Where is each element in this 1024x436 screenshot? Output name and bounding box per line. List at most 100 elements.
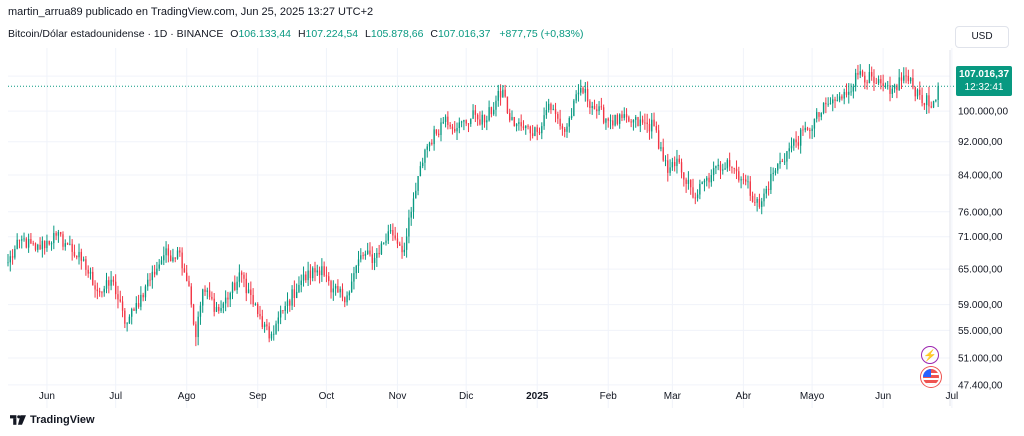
x-tick-label: Oct <box>319 391 335 402</box>
y-tick-label: 65.000,00 <box>958 265 1003 276</box>
x-tick-label: Mayo <box>800 391 825 402</box>
candle-body <box>46 240 48 249</box>
candle-body <box>522 126 525 129</box>
candle-body <box>383 242 385 244</box>
candle-body <box>930 106 932 108</box>
candle-body <box>900 77 903 81</box>
candle-body <box>14 248 16 258</box>
candle-body <box>435 129 438 134</box>
candle-body <box>192 304 195 325</box>
candle-body <box>738 171 740 181</box>
candle-body <box>408 217 410 237</box>
candle-body <box>254 303 257 305</box>
candle-body <box>85 259 87 270</box>
candle-body <box>774 170 777 173</box>
candle-body <box>119 299 121 302</box>
chart-grid <box>8 48 953 408</box>
candle-body <box>69 243 71 245</box>
candle-body <box>229 292 231 300</box>
candle-body <box>859 71 861 75</box>
candle-body <box>325 275 328 277</box>
candle-body <box>882 83 884 86</box>
candle-body <box>21 239 23 241</box>
candle-body <box>742 179 745 181</box>
us-flag-icon[interactable] <box>921 367 941 387</box>
candle-body <box>816 112 818 119</box>
symbol-title[interactable]: Bitcoin/Dólar estadounidense · 1D · BINA… <box>8 28 224 40</box>
candle-body <box>158 264 160 269</box>
candle-body <box>896 85 898 91</box>
candle-body <box>112 279 115 282</box>
candle-body <box>887 85 889 87</box>
candle-body <box>371 254 373 263</box>
candle-body <box>557 114 559 119</box>
candle-body <box>204 289 206 292</box>
candle-body <box>520 122 522 127</box>
candle-body <box>793 139 795 146</box>
candle-body <box>64 243 66 247</box>
candle-body <box>575 94 577 101</box>
candle-body <box>163 255 165 261</box>
candle-body <box>11 256 14 258</box>
candle-body <box>380 243 383 255</box>
candle-body <box>302 274 305 281</box>
candle-body <box>639 119 641 127</box>
candle-body <box>733 167 735 169</box>
lightning-icon[interactable]: ⚡ <box>921 346 939 364</box>
candle-body <box>499 91 502 98</box>
candle-body <box>89 271 92 274</box>
candle-body <box>137 303 140 307</box>
candle-body <box>149 279 151 281</box>
candle-body <box>474 110 477 115</box>
candle-body <box>685 179 687 184</box>
candle-body <box>781 160 784 162</box>
currency-button[interactable]: USD <box>955 26 1009 48</box>
footer-brand[interactable]: TradingView <box>10 414 95 426</box>
candle-body <box>298 285 300 292</box>
candle-body <box>854 72 857 87</box>
candle-body <box>772 172 774 175</box>
candle-body <box>476 114 479 120</box>
candle-body <box>880 79 882 84</box>
candle-body <box>857 72 859 75</box>
candle-body <box>701 182 703 184</box>
candle-body <box>66 243 69 245</box>
candle-body <box>419 166 422 177</box>
candle-body <box>165 248 167 256</box>
candle-body <box>898 77 900 91</box>
candle-body <box>740 179 742 181</box>
candle-body <box>80 251 82 261</box>
candle-body <box>479 119 481 125</box>
candle-body <box>364 253 367 256</box>
candle-body <box>259 314 261 317</box>
candle-body <box>442 121 444 123</box>
candle-body <box>554 108 557 115</box>
candle-body <box>151 271 154 281</box>
candle-body <box>101 292 103 294</box>
candle-body <box>811 128 813 131</box>
candle-body <box>827 103 829 105</box>
candle-body <box>710 175 713 183</box>
candle-body <box>527 125 529 127</box>
candle-body <box>405 236 408 250</box>
candle-body <box>389 230 392 232</box>
candle-body <box>687 179 690 184</box>
candle-body <box>50 243 53 245</box>
candle-body <box>37 244 39 250</box>
candle-body <box>39 244 41 250</box>
candle-body <box>211 296 213 299</box>
candle-body <box>357 259 360 266</box>
candle-body <box>577 92 580 95</box>
change-value: +877,75 (+0,83%) <box>499 28 584 40</box>
candle-body <box>703 180 706 183</box>
candle-body <box>623 114 625 118</box>
candle-body <box>848 91 850 95</box>
candle-body <box>735 168 738 172</box>
candle-body <box>341 288 344 298</box>
candle-body <box>396 238 399 244</box>
x-tick-label: Jun <box>875 391 891 402</box>
candle-body <box>492 109 495 115</box>
candle-body <box>454 129 456 132</box>
candle-body <box>291 289 293 306</box>
